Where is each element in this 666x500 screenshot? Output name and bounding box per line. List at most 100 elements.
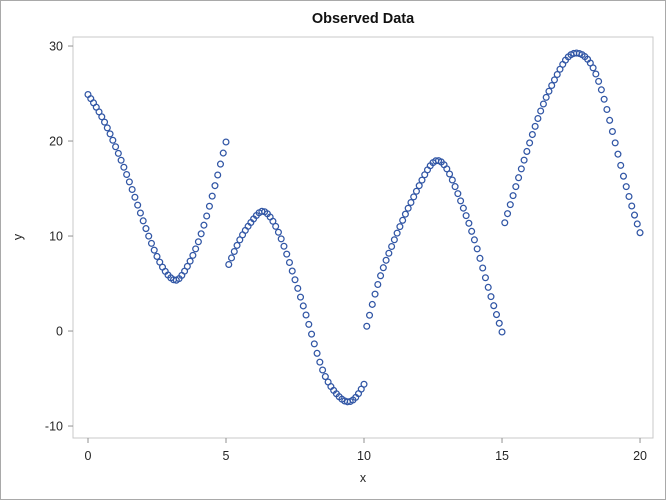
- scatter-point: [608, 128, 616, 136]
- scatter-point: [310, 340, 318, 348]
- scatter-point: [189, 251, 197, 259]
- chart-title: Observed Data: [312, 11, 415, 27]
- scatter-point: [219, 149, 227, 157]
- scatter-point: [390, 236, 398, 244]
- scatter-point: [368, 300, 376, 308]
- scatter-point: [203, 212, 211, 220]
- scatter-point: [374, 280, 382, 289]
- scatter-point: [517, 165, 525, 173]
- scatter-point: [520, 156, 528, 164]
- scatter-point: [479, 264, 487, 272]
- scatter-point: [117, 156, 125, 164]
- scatter-point: [446, 170, 454, 178]
- scatter-point: [512, 183, 520, 191]
- scatter-point: [622, 183, 630, 191]
- scatter-point: [382, 256, 390, 264]
- scatter-point: [153, 252, 161, 260]
- scatter-point: [597, 86, 605, 94]
- scatter-point: [194, 238, 202, 246]
- scatter-point: [272, 222, 280, 230]
- scatter-point: [366, 311, 374, 319]
- scatter-point: [363, 322, 371, 330]
- scatter-point: [492, 311, 501, 319]
- scatter-point: [542, 93, 550, 101]
- scatter-point: [595, 77, 603, 85]
- scatter-point: [294, 284, 302, 292]
- scatter-point: [360, 380, 368, 388]
- x-tick-label: 20: [633, 449, 647, 463]
- scatter-point: [526, 139, 534, 147]
- scatter-point: [308, 330, 316, 338]
- scatter-point: [487, 293, 495, 301]
- scatter-point: [490, 302, 498, 310]
- scatter-point: [134, 201, 142, 209]
- scatter-point: [208, 192, 216, 200]
- scatter-point: [114, 149, 122, 157]
- scatter-point: [537, 107, 545, 115]
- scatter-point: [528, 131, 536, 139]
- scatter-point: [98, 113, 106, 121]
- scatter-point: [418, 176, 426, 184]
- scatter-point: [285, 258, 294, 266]
- scatter-point: [377, 272, 385, 280]
- x-tick-label: 5: [223, 449, 230, 463]
- scatter-point: [319, 366, 327, 374]
- x-axis-label: x: [360, 471, 367, 485]
- scatter-point: [504, 210, 512, 218]
- x-tick-label: 10: [357, 449, 371, 463]
- scatter-point: [302, 311, 310, 319]
- scatter-point: [506, 201, 514, 209]
- scatter-point: [614, 150, 622, 158]
- scatter-point: [515, 174, 523, 182]
- scatter-point: [548, 81, 556, 89]
- scatter-point: [495, 319, 503, 327]
- scatter-point: [192, 245, 200, 253]
- scatter-point: [222, 138, 230, 146]
- scatter-point: [498, 328, 506, 336]
- scatter-point: [120, 163, 128, 171]
- scatter-point: [305, 320, 313, 328]
- scatter-point: [401, 210, 409, 218]
- scatter-point: [633, 220, 641, 228]
- scatter-point: [150, 246, 158, 254]
- y-axis-label: y: [11, 233, 25, 240]
- scatter-point: [385, 249, 393, 257]
- scatter-point: [628, 202, 636, 210]
- scatter-point: [539, 100, 547, 108]
- scatter-point: [142, 225, 150, 233]
- scatter-point: [183, 262, 191, 270]
- scatter-point: [216, 160, 225, 168]
- scatter-point: [534, 115, 542, 123]
- scatter-point: [280, 242, 288, 250]
- scatter-point: [415, 182, 423, 190]
- scatter-point: [371, 290, 379, 298]
- scatter-point: [630, 211, 639, 219]
- scatter-point: [288, 267, 296, 275]
- scatter-point: [611, 139, 619, 147]
- scatter-point: [205, 202, 213, 210]
- scatter-point: [123, 170, 131, 178]
- scatter-point: [476, 254, 484, 262]
- scatter-point: [103, 124, 111, 132]
- scatter-point: [147, 239, 155, 247]
- scatter-point: [451, 183, 459, 191]
- scatter-point: [606, 116, 614, 124]
- scatter-point: [125, 178, 133, 186]
- scatter-point: [553, 71, 561, 79]
- scatter-point: [230, 247, 238, 256]
- scatter-point: [523, 147, 531, 155]
- scatter-point: [468, 227, 476, 235]
- scatter-point: [101, 118, 109, 126]
- y-tick-label: 20: [49, 135, 63, 149]
- scatter-point: [531, 122, 539, 130]
- scatter-point: [106, 130, 114, 138]
- plot-area: [72, 36, 654, 439]
- scatter-point: [443, 165, 451, 173]
- scatter-point: [227, 254, 236, 262]
- scatter-point: [603, 105, 611, 113]
- scatter-point: [197, 230, 205, 238]
- scatter-point: [131, 193, 139, 201]
- scatter-point: [407, 198, 415, 207]
